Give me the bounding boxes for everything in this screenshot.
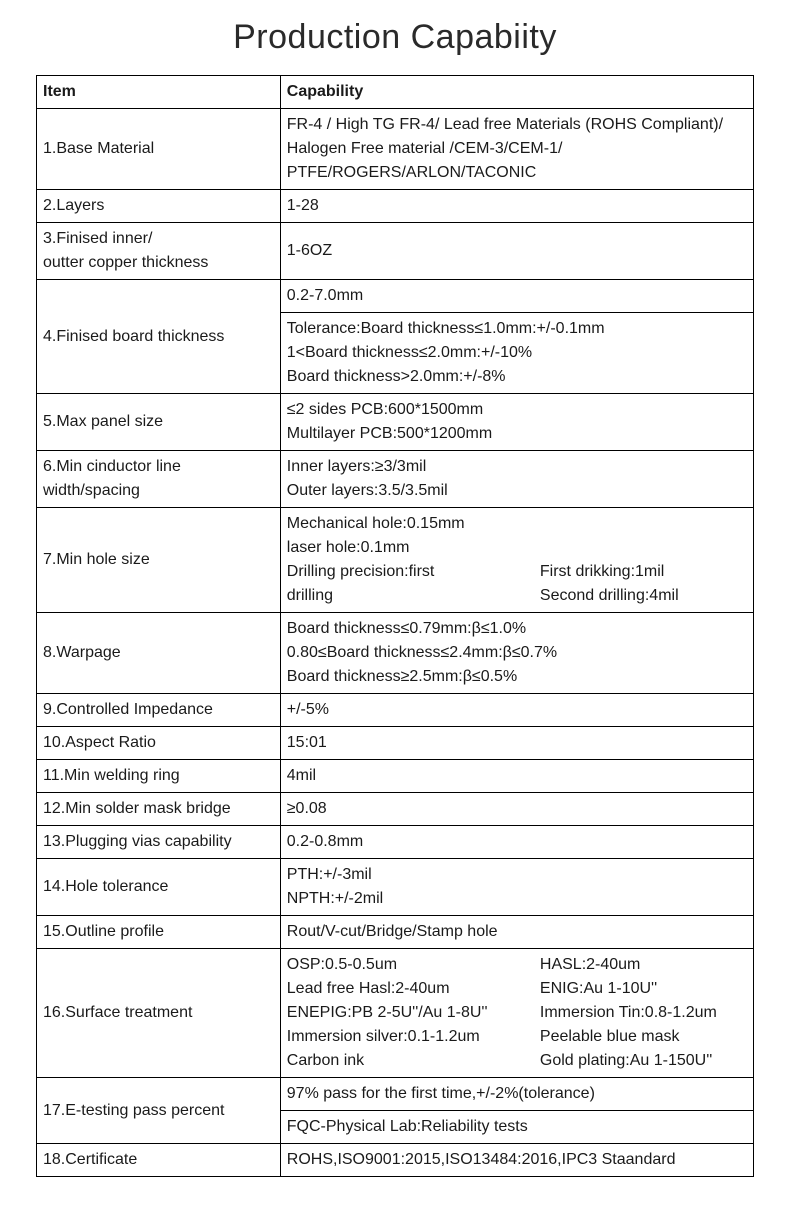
table-row: 16.Surface treatment OSP:0.5-0.5um Lead … (37, 949, 754, 1078)
cell-cap: Tolerance:Board thickness≤1.0mm:+/-0.1mm… (280, 313, 753, 394)
cell-cap: OSP:0.5-0.5um Lead free Hasl:2-40um ENEP… (280, 949, 753, 1078)
cell-cap: Rout/V-cut/Bridge/Stamp hole (280, 916, 753, 949)
cell-item: 16.Surface treatment (37, 949, 281, 1078)
cell-cap: 0.2-0.8mm (280, 826, 753, 859)
capability-table: Item Capability 1.Base Material FR-4 / H… (36, 75, 754, 1177)
table-row: 2.Layers 1-28 (37, 190, 754, 223)
cell-cap: PTH:+/-3mil NPTH:+/-2mil (280, 859, 753, 916)
cell-item: 5.Max panel size (37, 394, 281, 451)
cell-item: 14.Hole tolerance (37, 859, 281, 916)
cell-item: 1.Base Material (37, 109, 281, 190)
cell-cap: 15:01 (280, 727, 753, 760)
table-row: 9.Controlled Impedance +/-5% (37, 694, 754, 727)
cell-cap: Mechanical hole:0.15mm laser hole:0.1mm … (280, 508, 753, 613)
cell-cap: ROHS,ISO9001:2015,ISO13484:2016,IPC3 Sta… (280, 1144, 753, 1177)
cell-cap-right: First drikking:1mil Second drilling:4mil (540, 512, 747, 608)
table-row: 4.Finised board thickness 0.2-7.0mm (37, 280, 754, 313)
table-row: 1.Base Material FR-4 / High TG FR-4/ Lea… (37, 109, 754, 190)
table-row: 10.Aspect Ratio 15:01 (37, 727, 754, 760)
cell-cap: ≥0.08 (280, 793, 753, 826)
cell-cap-right: HASL:2-40um ENIG:Au 1-10U'' Immersion Ti… (540, 953, 747, 1073)
cell-item: 8.Warpage (37, 613, 281, 694)
cell-cap: 0.2-7.0mm (280, 280, 753, 313)
cell-cap-left: OSP:0.5-0.5um Lead free Hasl:2-40um ENEP… (287, 953, 540, 1073)
cell-item: 10.Aspect Ratio (37, 727, 281, 760)
cell-cap: 1-6OZ (280, 223, 753, 280)
table-row: 15.Outline profile Rout/V-cut/Bridge/Sta… (37, 916, 754, 949)
cell-item: 11.Min welding ring (37, 760, 281, 793)
table-row: 6.Min cinductor line width/spacing Inner… (37, 451, 754, 508)
cell-item: 15.Outline profile (37, 916, 281, 949)
cell-item: 9.Controlled Impedance (37, 694, 281, 727)
cell-item: 17.E-testing pass percent (37, 1078, 281, 1144)
table-row: 14.Hole tolerance PTH:+/-3mil NPTH:+/-2m… (37, 859, 754, 916)
col-header-item: Item (37, 76, 281, 109)
table-row: 3.Finised inner/ outter copper thickness… (37, 223, 754, 280)
cell-cap: 1-28 (280, 190, 753, 223)
cell-item: 12.Min solder mask bridge (37, 793, 281, 826)
cell-item: 18.Certificate (37, 1144, 281, 1177)
cell-cap: FR-4 / High TG FR-4/ Lead free Materials… (280, 109, 753, 190)
cell-cap: ≤2 sides PCB:600*1500mm Multilayer PCB:5… (280, 394, 753, 451)
cell-cap: Inner layers:≥3/3mil Outer layers:3.5/3.… (280, 451, 753, 508)
cell-cap-left: Mechanical hole:0.15mm laser hole:0.1mm … (287, 512, 540, 608)
cell-item: 4.Finised board thickness (37, 280, 281, 394)
table-row: 11.Min welding ring 4mil (37, 760, 754, 793)
table-row: 18.Certificate ROHS,ISO9001:2015,ISO1348… (37, 1144, 754, 1177)
col-header-capability: Capability (280, 76, 753, 109)
table-row: 8.Warpage Board thickness≤0.79mm:β≤1.0% … (37, 613, 754, 694)
table-row: 5.Max panel size ≤2 sides PCB:600*1500mm… (37, 394, 754, 451)
page-title: Production Capabiity (36, 18, 754, 57)
cell-cap: +/-5% (280, 694, 753, 727)
cell-item: 13.Plugging vias capability (37, 826, 281, 859)
cell-cap: 4mil (280, 760, 753, 793)
table-row: 7.Min hole size Mechanical hole:0.15mm l… (37, 508, 754, 613)
cell-cap: Board thickness≤0.79mm:β≤1.0% 0.80≤Board… (280, 613, 753, 694)
cell-item: 7.Min hole size (37, 508, 281, 613)
cell-cap: FQC-Physical Lab:Reliability tests (280, 1111, 753, 1144)
cell-item: 6.Min cinductor line width/spacing (37, 451, 281, 508)
table-row: 13.Plugging vias capability 0.2-0.8mm (37, 826, 754, 859)
cell-cap: 97% pass for the first time,+/-2%(tolera… (280, 1078, 753, 1111)
cell-item: 3.Finised inner/ outter copper thickness (37, 223, 281, 280)
cell-item: 2.Layers (37, 190, 281, 223)
table-row: 12.Min solder mask bridge ≥0.08 (37, 793, 754, 826)
table-row: 17.E-testing pass percent 97% pass for t… (37, 1078, 754, 1111)
